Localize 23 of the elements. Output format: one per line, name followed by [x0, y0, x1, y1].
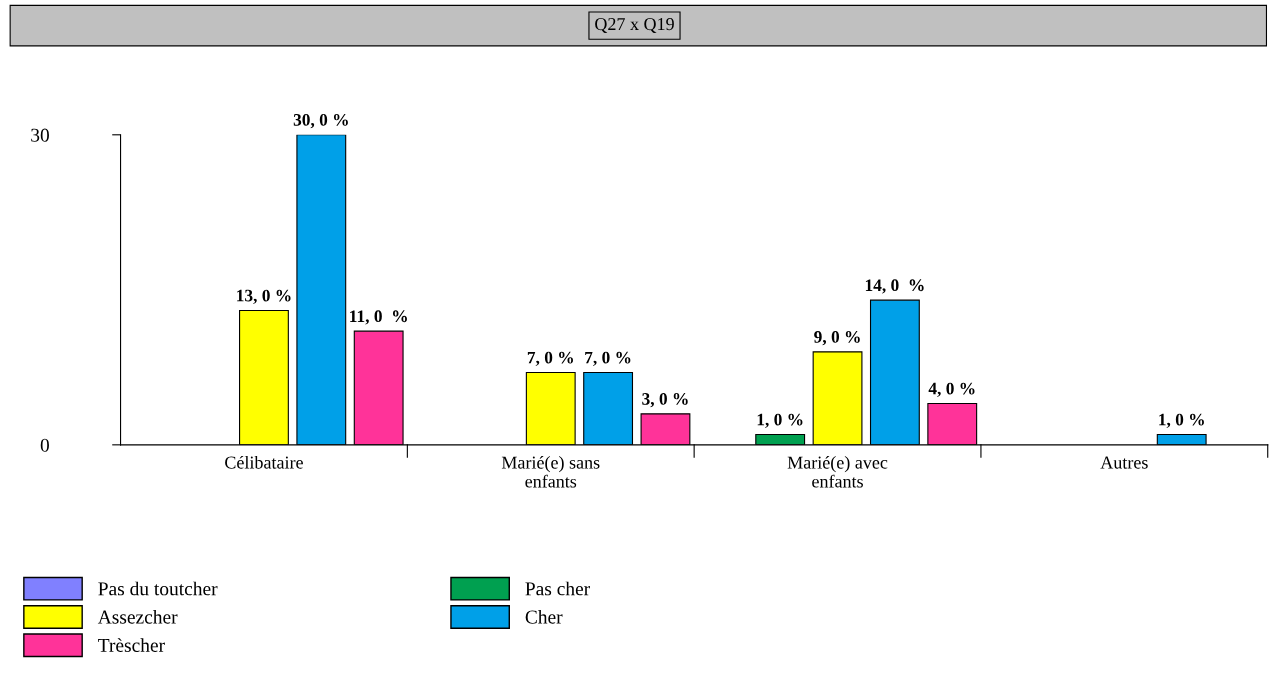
data-label: 11, 0 % — [350, 310, 407, 325]
data-label: 7, 0 % — [527, 351, 573, 366]
legend-label: Pas cher — [525, 581, 590, 596]
x-tick-label: Autres — [1100, 456, 1148, 469]
x-tick-label: Célibataire — [225, 455, 303, 469]
x-tick-label: Marié(e) sans enfants — [501, 455, 600, 488]
legend-label: Pas du toutcher — [98, 581, 218, 596]
data-label: 1, 0 % — [757, 413, 803, 428]
x-tick-label: Marié(e) avec enfants — [787, 455, 888, 488]
data-label: 4, 0 % — [928, 382, 975, 397]
data-label: 30, 0 % — [293, 114, 348, 129]
data-label: 3, 0 % — [642, 393, 688, 408]
data-label: 1, 0 % — [1159, 413, 1204, 428]
data-label: 7, 0 % — [585, 351, 631, 366]
data-label: 14, 0 % — [865, 279, 924, 294]
legend-label: Cher — [525, 609, 563, 624]
legend-label: Trèscher — [98, 638, 165, 652]
data-label: 9, 0 % — [814, 331, 860, 346]
chart-title: Q27 x Q19 — [595, 18, 674, 33]
data-label: 13, 0 % — [237, 289, 291, 304]
legend-label: Assezcher — [97, 609, 178, 624]
y-tick-label: 30 — [31, 128, 49, 142]
y-tick-label: 0 — [40, 438, 49, 452]
